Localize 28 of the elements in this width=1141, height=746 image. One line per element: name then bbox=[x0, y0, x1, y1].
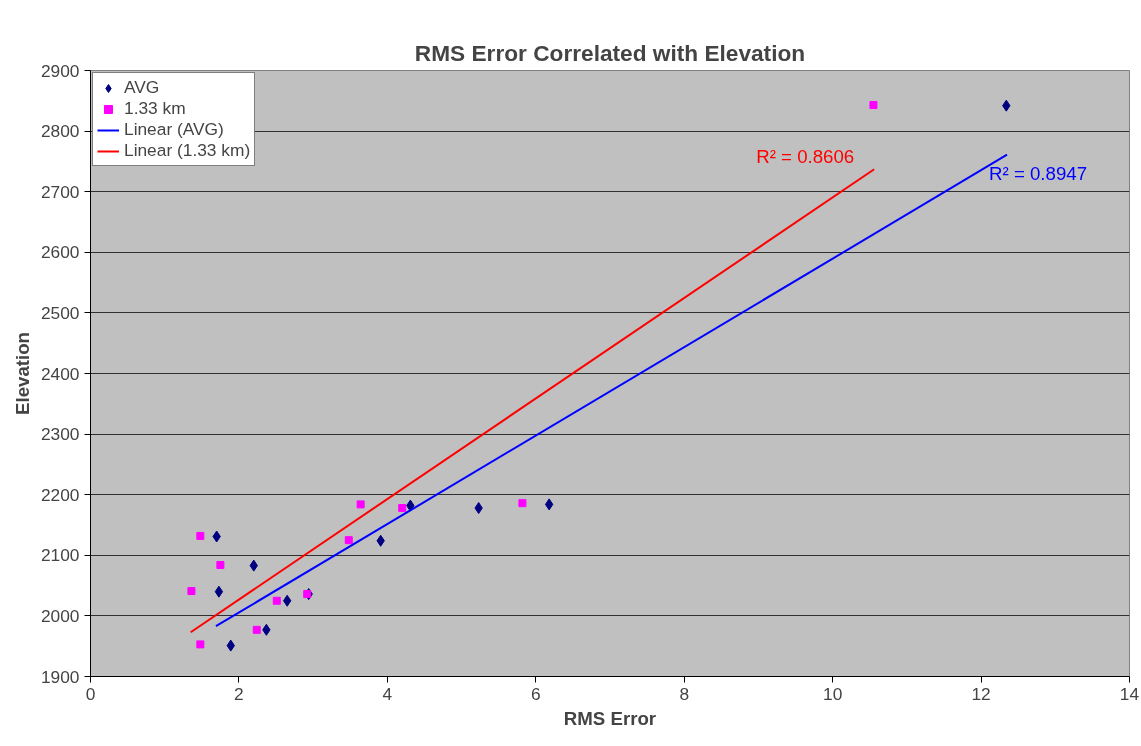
y-tick-label: 1900 bbox=[40, 666, 80, 687]
y-tick-label: 2700 bbox=[40, 181, 80, 202]
x-tick-label: 8 bbox=[679, 683, 690, 704]
x-tick-label: 2 bbox=[234, 683, 244, 704]
legend-label: 1.33 km bbox=[124, 98, 186, 119]
legend-label: Linear (AVG) bbox=[124, 119, 224, 140]
x-tick-label: 10 bbox=[823, 683, 843, 704]
y-tick-label: 2900 bbox=[40, 60, 80, 81]
x-tick-label: 0 bbox=[85, 683, 96, 704]
y-tick-label: 2200 bbox=[40, 484, 80, 505]
y-axis-title: Elevation bbox=[11, 332, 33, 415]
legend-label: AVG bbox=[124, 77, 160, 98]
x-tick-label: 4 bbox=[382, 683, 393, 704]
y-tick-label: 2500 bbox=[40, 302, 80, 323]
chart-title: RMS Error Correlated with Elevation bbox=[414, 39, 806, 66]
y-tick-label: 2300 bbox=[40, 424, 80, 445]
x-tick-label: 6 bbox=[530, 683, 541, 704]
y-tick-label: 2600 bbox=[40, 242, 80, 263]
y-tick-label: 2400 bbox=[40, 363, 80, 384]
legend-label: Linear (1.33 km) bbox=[124, 140, 251, 161]
x-tick-label: 12 bbox=[971, 683, 991, 704]
y-tick-label: 2800 bbox=[40, 121, 80, 142]
annotation: R² = 0.8606 bbox=[756, 146, 855, 168]
y-tick-label: 2100 bbox=[40, 545, 80, 566]
y-tick-label: 2000 bbox=[40, 605, 80, 626]
x-tick-label: 14 bbox=[1119, 683, 1140, 704]
x-axis-title: RMS Error bbox=[563, 707, 657, 729]
annotation: R² = 0.8947 bbox=[989, 162, 1088, 184]
